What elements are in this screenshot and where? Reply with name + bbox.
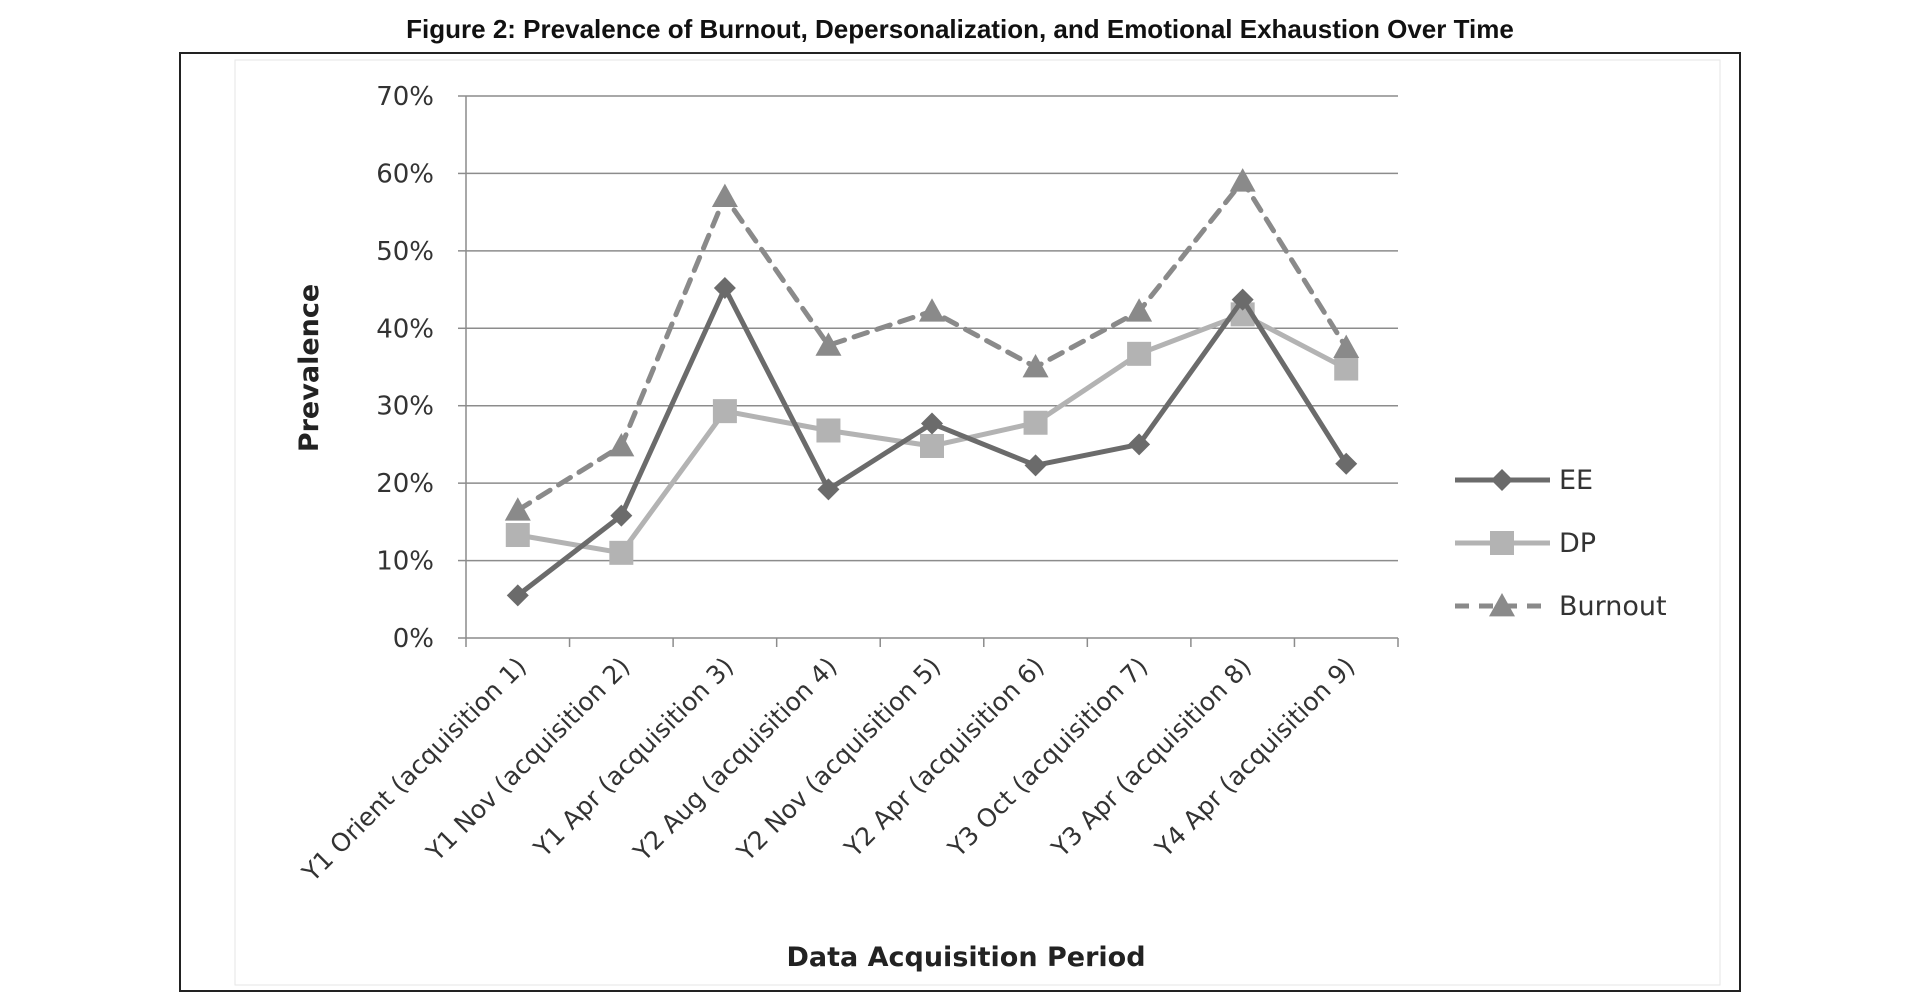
data-point-ee <box>1335 452 1358 475</box>
legend-marker-ee <box>1491 469 1513 491</box>
data-point-ee <box>817 478 840 501</box>
data-point-ee <box>610 504 633 527</box>
x-tick-label: Y4 Apr (acquisition 9) <box>1149 652 1361 864</box>
x-tick-label: Y2 Apr (acquisition 6) <box>838 652 1050 864</box>
chart-frame <box>179 52 1741 992</box>
data-point-burnout <box>1126 298 1153 322</box>
data-point-burnout <box>919 298 945 322</box>
data-point-burnout <box>1022 354 1049 378</box>
series-line-burnout <box>515 178 1349 513</box>
y-tick-label: 30% <box>376 392 434 422</box>
y-tick-label: 70% <box>376 82 434 112</box>
data-point-ee <box>1231 288 1254 311</box>
x-tick-label: Y2 Nov (acquisition 5) <box>731 652 947 868</box>
legend: EE DP Burnout <box>1455 465 1667 622</box>
legend-marker-burnout <box>1489 593 1515 617</box>
series-burnout <box>504 168 1360 521</box>
legend-marker-dp <box>1490 531 1514 555</box>
x-tick-label: Y3 Apr (acquisition 8) <box>1045 652 1257 864</box>
y-tick-label: 10% <box>376 547 434 577</box>
y-tick-label: 20% <box>376 469 434 499</box>
x-tick-label: Y3 Oct (acquisition 7) <box>942 652 1154 864</box>
legend-label: EE <box>1559 465 1593 496</box>
data-point-dp <box>1334 356 1359 381</box>
plot-area-frame <box>234 59 1721 986</box>
y-tick-label: 40% <box>376 314 434 344</box>
data-point-dp <box>816 418 841 443</box>
data-point-dp <box>1023 410 1048 435</box>
x-tick-label: Y2 Aug (acquisition 4) <box>627 652 843 868</box>
series-dp <box>505 302 1359 565</box>
data-point-dp <box>920 433 944 458</box>
legend-item-burnout: Burnout <box>1455 591 1667 622</box>
y-tick-label: 60% <box>376 159 434 189</box>
data-point-burnout <box>1229 168 1256 192</box>
data-point-ee <box>921 412 943 435</box>
legend-item-ee: EE <box>1455 465 1593 496</box>
data-point-ee <box>506 584 529 607</box>
data-point-dp <box>712 399 737 424</box>
data-point-dp <box>609 540 634 565</box>
legend-label: Burnout <box>1559 591 1667 622</box>
x-tick-label: Y1 Apr (acquisition 3) <box>528 652 740 864</box>
legend-item-dp: DP <box>1455 528 1596 559</box>
data-point-ee <box>1128 433 1151 456</box>
data-point-burnout <box>711 183 738 208</box>
data-point-burnout <box>1333 334 1360 359</box>
legend-label: DP <box>1559 528 1596 559</box>
y-axis-label: Prevalence <box>294 284 325 452</box>
data-point-dp <box>505 523 530 548</box>
x-tick-label: Y1 Nov (acquisition 2) <box>420 652 636 868</box>
data-point-burnout <box>608 432 635 457</box>
series-ee <box>506 277 1358 607</box>
axes: 0%10%20%30%40%50%60%70%Y1 Orient (acquis… <box>296 82 1399 888</box>
data-point-dp <box>1127 341 1152 366</box>
data-point-burnout <box>815 332 842 356</box>
series-group <box>504 168 1360 607</box>
data-point-burnout <box>504 497 531 521</box>
data-point-ee <box>1024 454 1047 477</box>
y-tick-label: 0% <box>393 624 434 654</box>
data-point-ee <box>713 277 736 300</box>
y-tick-label: 50% <box>376 237 434 267</box>
x-axis-label: Data Acquisition Period <box>786 942 1145 973</box>
chart-title: Figure 2: Prevalence of Burnout, Deperso… <box>406 14 1514 44</box>
